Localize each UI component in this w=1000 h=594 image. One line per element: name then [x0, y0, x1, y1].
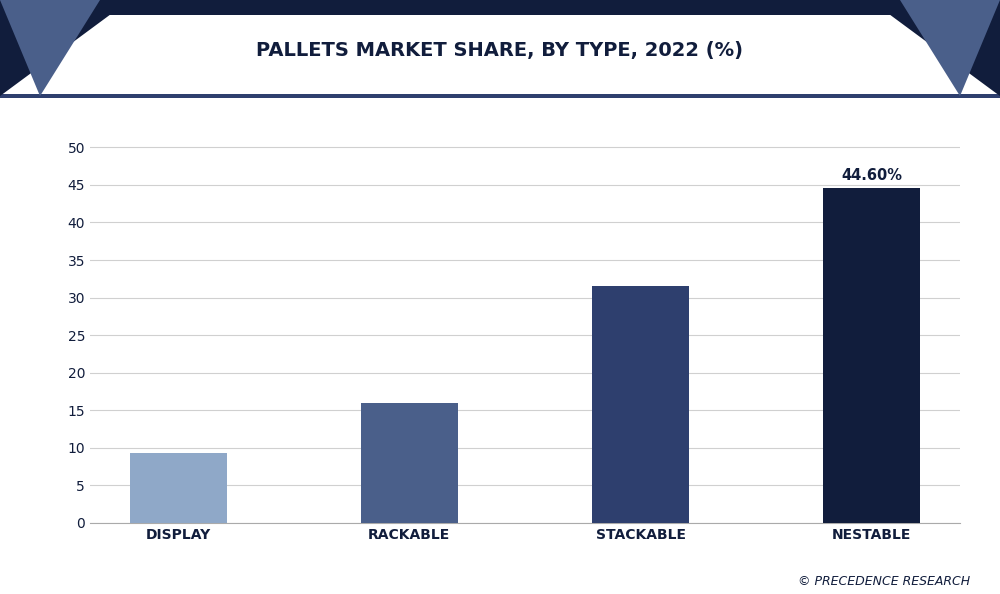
Text: 44.60%: 44.60% — [841, 168, 902, 183]
Polygon shape — [0, 0, 130, 96]
Text: PALLETS MARKET SHARE, BY TYPE, 2022 (%): PALLETS MARKET SHARE, BY TYPE, 2022 (%) — [256, 42, 744, 61]
Polygon shape — [900, 0, 1000, 96]
Polygon shape — [870, 0, 1000, 96]
Bar — [823, 188, 920, 523]
Bar — [0, 0, 1000, 15]
Polygon shape — [0, 0, 100, 96]
Text: © PRECEDENCE RESEARCH: © PRECEDENCE RESEARCH — [798, 575, 970, 588]
Bar — [361, 403, 458, 523]
Bar — [592, 286, 689, 523]
Bar — [0, 94, 1000, 98]
Bar — [130, 453, 227, 523]
